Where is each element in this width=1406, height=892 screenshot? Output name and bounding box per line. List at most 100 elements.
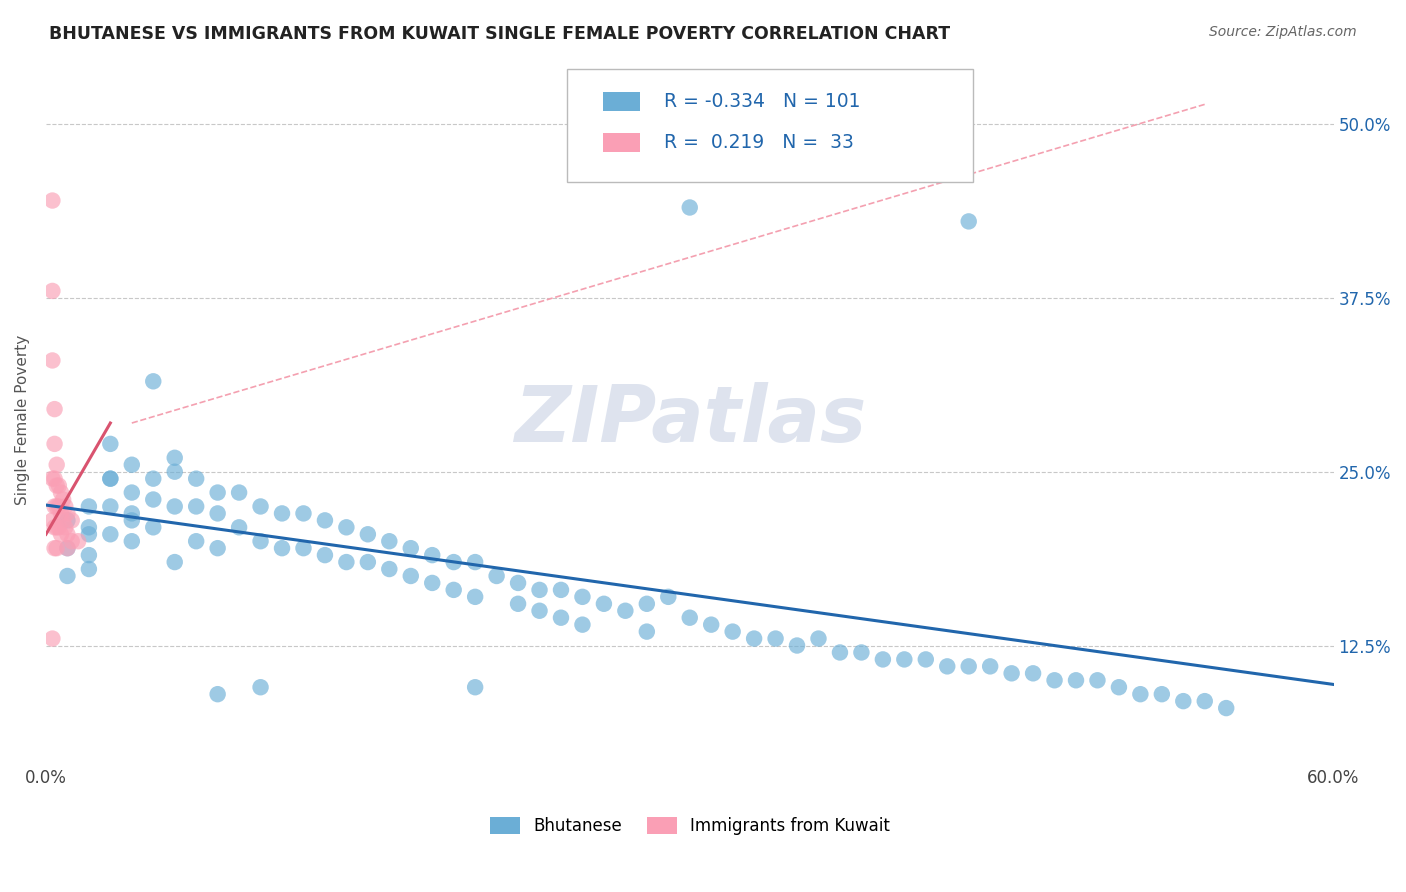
Point [1043,673,1066,688]
Point [936,659,959,673]
Point [957,659,980,673]
Point [420,576,443,591]
Point [98,500,121,514]
Point [529,582,551,597]
Point [314,548,336,562]
Y-axis label: Single Female Poverty: Single Female Poverty [15,334,30,505]
Point [271,507,294,521]
Point [44,437,66,451]
Point [60,513,83,527]
Point [45,500,67,514]
Point [121,458,143,472]
Point [56,513,79,527]
Point [186,472,208,486]
Point [679,610,702,624]
Point [357,555,380,569]
Point [48,520,70,534]
Point [357,527,380,541]
Point [506,576,529,591]
Point [77,500,100,514]
Point [44,500,66,514]
Point [49,485,72,500]
Point [121,534,143,549]
Point [60,534,83,549]
Point [485,569,508,583]
Point [679,201,702,215]
Point [571,590,593,604]
Point [399,541,422,556]
Point [77,548,100,562]
Point [41,632,63,646]
Point [163,465,186,479]
Point [506,597,529,611]
Point [464,590,486,604]
Point [1108,680,1130,694]
Point [44,520,66,534]
Point [41,194,63,208]
Point [53,500,76,514]
Point [851,645,873,659]
Point [828,645,851,659]
Text: R = -0.334   N = 101: R = -0.334 N = 101 [664,92,860,111]
Point [443,582,465,597]
Point [121,485,143,500]
Point [98,472,121,486]
Point [335,555,357,569]
Point [550,582,572,597]
Point [443,555,465,569]
Point [52,492,75,507]
Point [1173,694,1195,708]
Point [48,478,70,492]
Bar [603,133,640,153]
Point [207,541,229,556]
Point [45,520,67,534]
Point [45,478,67,492]
Point [186,500,208,514]
Point [56,527,79,541]
Point [45,458,67,472]
Point [1150,687,1173,701]
Point [56,541,79,556]
Point [249,680,271,694]
Point [77,527,100,541]
FancyBboxPatch shape [568,69,973,182]
Point [979,659,1001,673]
Text: ZIPatlas: ZIPatlas [513,382,866,458]
Point [292,541,315,556]
Legend: Bhutanese, Immigrants from Kuwait: Bhutanese, Immigrants from Kuwait [482,810,897,841]
Point [77,562,100,576]
Point [52,513,75,527]
Point [550,610,572,624]
Point [872,652,894,666]
Point [1087,673,1109,688]
Point [1064,673,1087,688]
Point [399,569,422,583]
Point [228,520,250,534]
Point [893,652,915,666]
Point [98,527,121,541]
Point [56,507,79,521]
Point [98,472,121,486]
Point [657,590,679,604]
Point [314,513,336,527]
Point [49,527,72,541]
Point [207,687,229,701]
Point [614,604,637,618]
Point [44,472,66,486]
Text: BHUTANESE VS IMMIGRANTS FROM KUWAIT SINGLE FEMALE POVERTY CORRELATION CHART: BHUTANESE VS IMMIGRANTS FROM KUWAIT SING… [49,25,950,43]
Point [44,402,66,417]
Point [593,597,616,611]
Point [142,472,165,486]
Point [464,555,486,569]
Point [807,632,830,646]
Point [98,437,121,451]
Point [41,513,63,527]
Point [271,541,294,556]
Point [228,485,250,500]
Point [49,507,72,521]
Point [786,639,808,653]
Point [56,569,79,583]
Text: R =  0.219   N =  33: R = 0.219 N = 33 [664,133,853,153]
Point [292,507,315,521]
Point [700,617,723,632]
